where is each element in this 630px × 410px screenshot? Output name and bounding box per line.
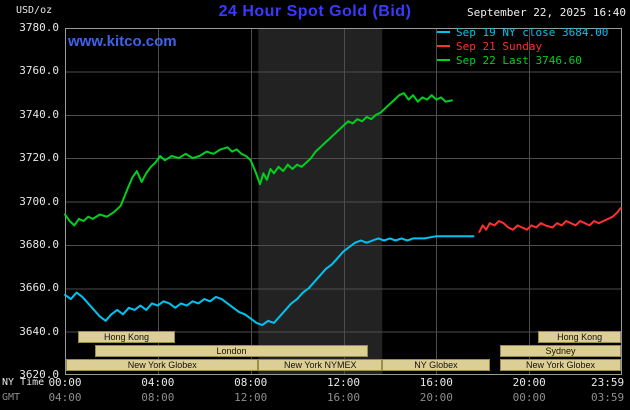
x-tick-label-ny: 04:00 bbox=[141, 376, 175, 389]
gmt-axis-label: GMT bbox=[2, 392, 21, 403]
x-tick-label-ny: 08:00 bbox=[234, 376, 268, 389]
series-line-sep-19-ny-close bbox=[64, 235, 475, 327]
y-tick-label: 3740.0 bbox=[19, 107, 59, 121]
ny-time-axis-label: NY Time bbox=[2, 377, 45, 388]
y-tick-label: 3700.0 bbox=[19, 194, 59, 208]
chart-legend: Sep 19 NY close 3684.00 Sep 21 Sunday Sep … bbox=[437, 25, 608, 67]
x-tick-label-ny: 20:00 bbox=[512, 376, 546, 389]
legend-dash-icon bbox=[437, 59, 450, 61]
plot-border bbox=[65, 28, 622, 375]
y-tick-label: 3640.0 bbox=[19, 324, 59, 338]
y-tick-label: 3680.0 bbox=[19, 237, 59, 251]
y-tick-label: 3720.0 bbox=[19, 151, 59, 165]
x-tick-label-gmt: 00:00 bbox=[512, 391, 546, 404]
y-tick-label: 3780.0 bbox=[19, 21, 59, 34]
session-box-ny-globex: NY Globex bbox=[382, 359, 490, 371]
x-tick-label-gmt: 12:00 bbox=[234, 391, 268, 404]
legend-dash-icon bbox=[437, 31, 450, 33]
legend-label: Sep 22 Last 3746.60 bbox=[456, 53, 582, 67]
x-tick-label-gmt: 16:00 bbox=[326, 391, 361, 404]
session-box-new-york-globex: New York Globex bbox=[66, 359, 259, 371]
series-line-sep-22-last bbox=[64, 92, 453, 227]
x-tick-label-gmt: 03:59 bbox=[591, 391, 625, 404]
y-axis-unit-label: USD/oz bbox=[16, 5, 53, 16]
legend-label: Sep 21 Sunday bbox=[456, 39, 543, 53]
x-tick-label-gmt: 20:00 bbox=[419, 391, 453, 404]
series-line-sep-21-sunday bbox=[478, 207, 622, 233]
x-tick-label-ny: 00:00 bbox=[48, 376, 82, 389]
x-tick-label-gmt: 08:00 bbox=[141, 391, 175, 404]
session-box-sydney: Sydney bbox=[500, 345, 621, 357]
y-tick-label: 3760.0 bbox=[19, 64, 59, 78]
legend-label: Sep 19 NY close 3684.00 bbox=[456, 25, 609, 39]
x-tick-label-ny: 16:00 bbox=[419, 376, 453, 389]
session-box-hong-kong: Hong Kong bbox=[538, 331, 621, 343]
x-tick-label-gmt: 04:00 bbox=[48, 391, 82, 404]
x-tick-label-ny: 23:59 bbox=[591, 376, 625, 389]
chart-title: 24 Hour Spot Gold (Bid) bbox=[218, 3, 412, 20]
x-tick-label-ny: 12:00 bbox=[326, 376, 361, 389]
session-box-new-york-globex: New York Globex bbox=[500, 359, 621, 371]
chart-datetime: September 22, 2025 16:40 bbox=[467, 6, 626, 19]
y-tick-label: 3620.0 bbox=[19, 368, 59, 381]
legend-item: Sep 22 Last 3746.60 bbox=[437, 53, 608, 67]
session-box-london: London bbox=[95, 345, 368, 357]
session-box-hong-kong: Hong Kong bbox=[77, 331, 176, 343]
y-tick-label: 3660.0 bbox=[19, 281, 59, 295]
legend-item: Sep 21 Sunday bbox=[437, 39, 608, 53]
legend-item: Sep 19 NY close 3684.00 bbox=[437, 25, 608, 39]
legend-dash-icon bbox=[437, 45, 450, 47]
session-box-new-york-nymex: New York NYMEX bbox=[258, 359, 383, 371]
kitco-website-link[interactable]: www.kitco.com bbox=[68, 33, 177, 50]
